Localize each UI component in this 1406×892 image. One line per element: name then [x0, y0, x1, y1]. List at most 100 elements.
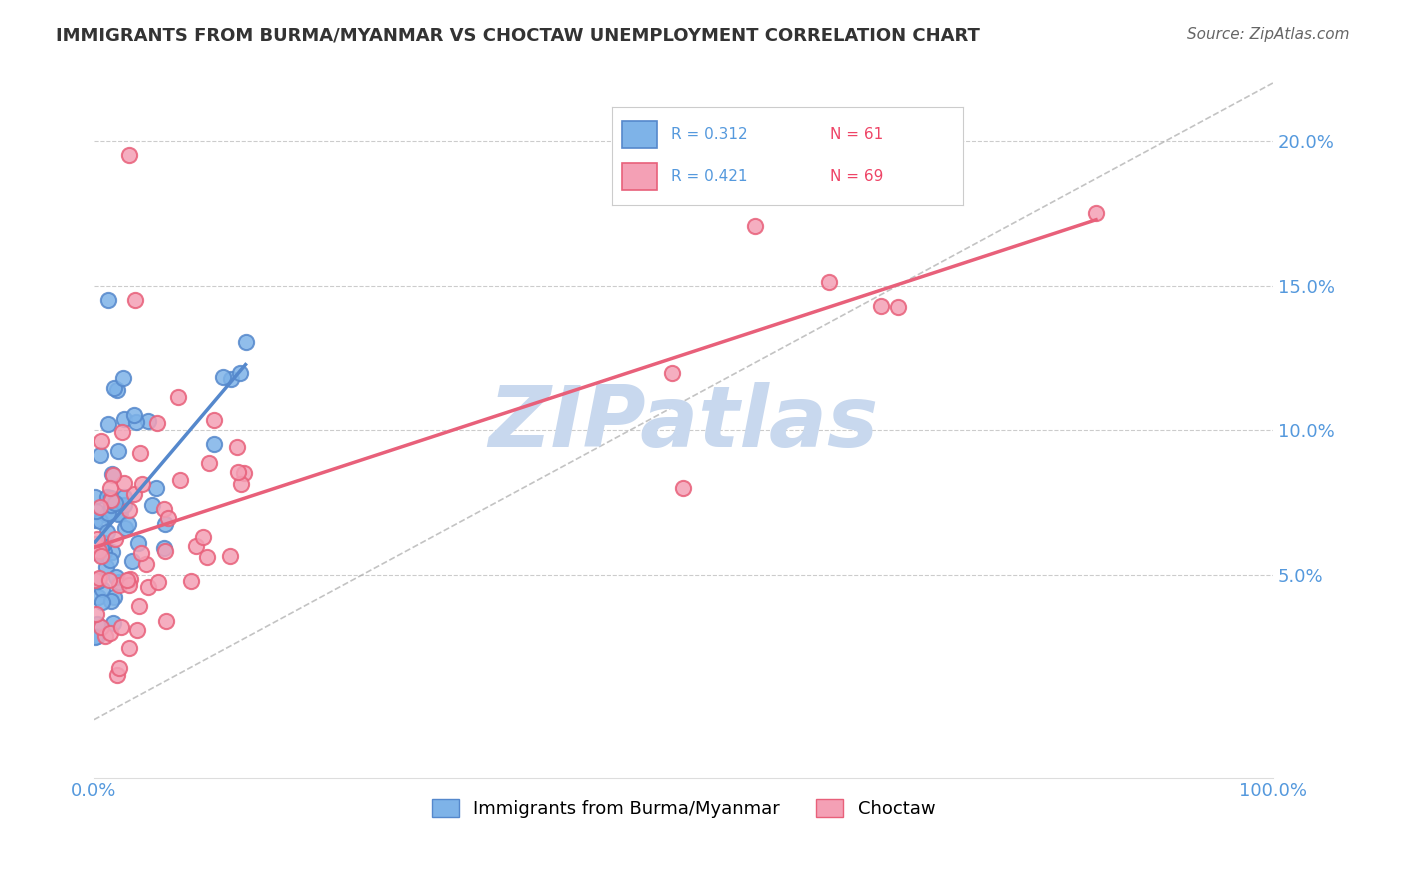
Point: [153, 544, 176, 558]
Point: [86, 629, 108, 643]
Point: [107, 661, 129, 675]
Point: [104, 495, 127, 509]
Point: [112, 498, 135, 512]
Point: [98, 482, 121, 496]
Point: [93, 536, 115, 550]
Point: [108, 506, 131, 520]
Point: [221, 372, 243, 386]
Point: [661, 366, 683, 380]
Point: [103, 590, 125, 604]
Text: N = 69: N = 69: [830, 169, 883, 185]
Point: [105, 383, 128, 397]
Point: [128, 599, 150, 614]
Point: [886, 300, 908, 314]
Point: [84, 630, 107, 644]
Bar: [621, 163, 657, 191]
Point: [87, 574, 110, 588]
Point: [84, 541, 107, 556]
Text: ZIPatlas: ZIPatlas: [488, 382, 879, 465]
Point: [118, 503, 141, 517]
Point: [156, 511, 179, 525]
Point: [94, 629, 117, 643]
Point: [125, 415, 148, 429]
Point: [672, 481, 695, 495]
Point: [112, 475, 135, 490]
Point: [84, 607, 107, 622]
Point: [131, 546, 153, 560]
Point: [235, 335, 257, 350]
Point: [96, 490, 118, 504]
Point: [225, 440, 247, 454]
Point: [198, 456, 221, 470]
Point: [155, 615, 177, 629]
Point: [111, 370, 134, 384]
Point: [90, 549, 112, 564]
Point: [233, 467, 256, 481]
Point: [118, 148, 141, 162]
Point: [125, 623, 148, 637]
Point: [111, 425, 134, 439]
Point: [117, 517, 139, 532]
Point: [146, 574, 169, 589]
Point: [136, 414, 159, 428]
Point: [127, 536, 149, 550]
Point: [124, 293, 146, 307]
Point: [96, 525, 118, 540]
Point: [103, 468, 125, 483]
Point: [107, 668, 129, 682]
Point: [105, 570, 128, 584]
Point: [818, 275, 841, 289]
Point: [228, 366, 250, 380]
Point: [118, 572, 141, 586]
Point: [107, 443, 129, 458]
Point: [84, 537, 107, 551]
Point: [122, 487, 145, 501]
Point: [97, 506, 120, 520]
Point: [101, 615, 124, 630]
Point: [744, 219, 766, 233]
Point: [96, 508, 118, 522]
Point: [86, 532, 108, 546]
Point: [135, 557, 157, 571]
Text: IMMIGRANTS FROM BURMA/MYANMAR VS CHOCTAW UNEMPLOYMENT CORRELATION CHART: IMMIGRANTS FROM BURMA/MYANMAR VS CHOCTAW…: [56, 27, 980, 45]
Point: [195, 549, 218, 564]
Point: [93, 545, 115, 559]
Point: [202, 413, 225, 427]
Point: [89, 500, 111, 514]
Point: [84, 504, 107, 518]
Point: [94, 559, 117, 574]
Point: [167, 390, 190, 404]
Point: [97, 293, 120, 307]
Point: [141, 498, 163, 512]
Point: [90, 434, 112, 448]
Point: [112, 412, 135, 426]
Point: [114, 521, 136, 535]
Point: [219, 549, 242, 563]
Point: [146, 416, 169, 430]
Point: [153, 502, 176, 516]
Text: N = 61: N = 61: [830, 127, 883, 142]
Point: [212, 370, 235, 384]
Point: [100, 467, 122, 481]
Point: [136, 580, 159, 594]
Point: [118, 578, 141, 592]
Point: [229, 477, 252, 491]
Point: [115, 573, 138, 587]
Point: [131, 477, 153, 491]
Point: [152, 541, 174, 556]
Point: [86, 617, 108, 632]
Point: [117, 641, 139, 656]
Point: [100, 545, 122, 559]
Point: [191, 530, 214, 544]
Point: [98, 626, 121, 640]
Point: [103, 381, 125, 395]
Point: [121, 554, 143, 568]
Point: [84, 574, 107, 588]
Point: [169, 473, 191, 487]
Point: [87, 591, 110, 605]
Point: [104, 532, 127, 546]
Point: [100, 498, 122, 512]
Point: [153, 516, 176, 531]
Point: [226, 465, 249, 479]
Point: [112, 490, 135, 504]
